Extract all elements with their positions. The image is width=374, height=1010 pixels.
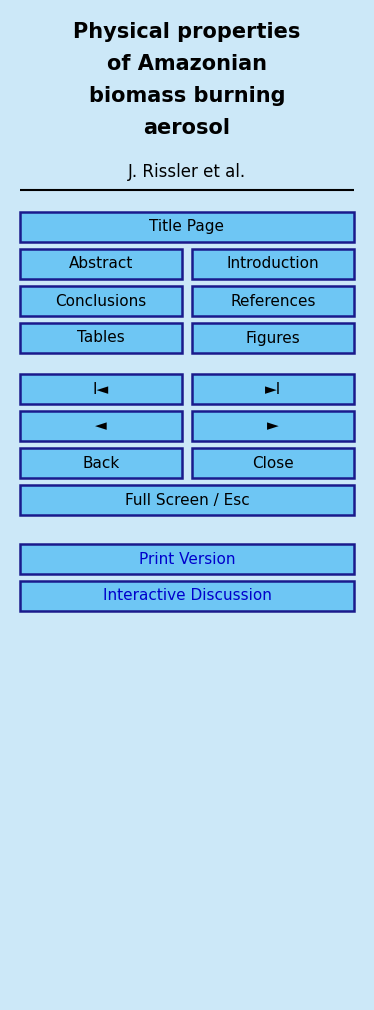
- FancyBboxPatch shape: [20, 411, 182, 441]
- FancyBboxPatch shape: [20, 448, 182, 478]
- FancyBboxPatch shape: [20, 249, 182, 279]
- FancyBboxPatch shape: [20, 286, 182, 316]
- Text: Introduction: Introduction: [227, 257, 319, 272]
- FancyBboxPatch shape: [192, 323, 354, 353]
- Text: Print Version: Print Version: [139, 551, 235, 567]
- Text: Tables: Tables: [77, 330, 125, 345]
- FancyBboxPatch shape: [20, 485, 354, 515]
- Text: References: References: [230, 294, 316, 308]
- FancyBboxPatch shape: [192, 448, 354, 478]
- Text: ◄: ◄: [95, 418, 107, 433]
- FancyBboxPatch shape: [20, 212, 354, 242]
- FancyBboxPatch shape: [192, 286, 354, 316]
- Text: Abstract: Abstract: [69, 257, 133, 272]
- FancyBboxPatch shape: [192, 374, 354, 404]
- Text: of Amazonian: of Amazonian: [107, 54, 267, 74]
- Text: ►I: ►I: [265, 382, 281, 397]
- FancyBboxPatch shape: [192, 249, 354, 279]
- Text: aerosol: aerosol: [144, 118, 230, 138]
- Text: biomass burning: biomass burning: [89, 86, 285, 106]
- Text: Physical properties: Physical properties: [73, 22, 301, 42]
- FancyBboxPatch shape: [20, 323, 182, 353]
- Text: Full Screen / Esc: Full Screen / Esc: [125, 493, 249, 507]
- FancyBboxPatch shape: [20, 581, 354, 611]
- Text: J. Rissler et al.: J. Rissler et al.: [128, 163, 246, 181]
- FancyBboxPatch shape: [192, 411, 354, 441]
- Text: Close: Close: [252, 456, 294, 471]
- Text: Back: Back: [82, 456, 120, 471]
- Text: Conclusions: Conclusions: [55, 294, 147, 308]
- Text: I◄: I◄: [93, 382, 109, 397]
- FancyBboxPatch shape: [20, 544, 354, 574]
- Text: Figures: Figures: [246, 330, 300, 345]
- Text: Title Page: Title Page: [150, 219, 224, 234]
- FancyBboxPatch shape: [20, 374, 182, 404]
- Text: ►: ►: [267, 418, 279, 433]
- Text: Interactive Discussion: Interactive Discussion: [102, 589, 272, 604]
